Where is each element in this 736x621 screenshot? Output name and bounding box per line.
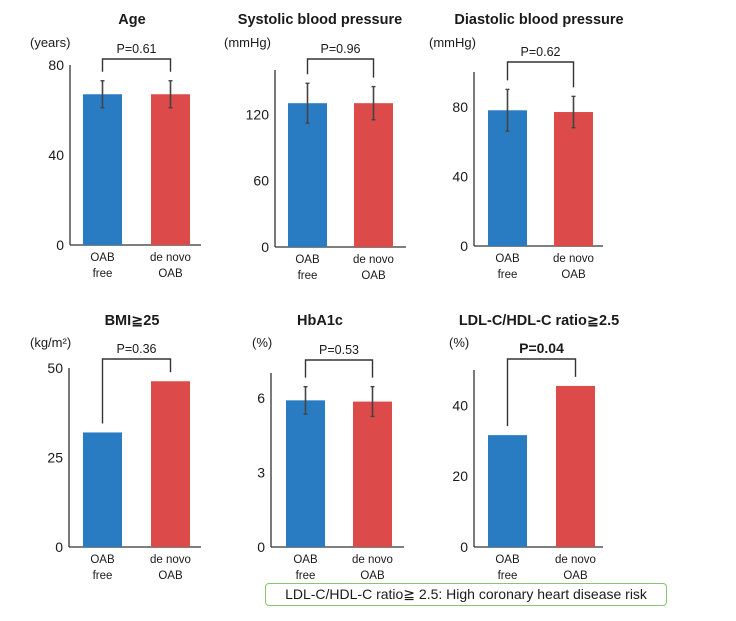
- chart-title: BMI≧25: [105, 313, 160, 329]
- chart-title: LDL-C/HDL-C ratio≧2.5: [459, 313, 619, 329]
- y-tick-label: 6: [257, 390, 265, 406]
- bar-oab-free: [288, 103, 327, 247]
- x-tick-label: de novo: [150, 554, 191, 566]
- y-tick-label: 0: [56, 237, 64, 253]
- y-tick-label: 0: [55, 539, 63, 555]
- x-tick-label: OAB: [293, 554, 318, 566]
- bar-oab-free: [488, 435, 527, 547]
- y-tick-label: 50: [47, 360, 63, 376]
- bar-oab-free: [83, 432, 122, 547]
- bar-de-novo-oab: [354, 103, 393, 247]
- x-tick-label: OAB: [360, 570, 385, 582]
- y-tick-label: 60: [253, 173, 269, 189]
- y-axis-unit-label: (%): [252, 335, 272, 350]
- significance-bracket: [306, 58, 375, 78]
- bar-oab-free: [286, 400, 325, 547]
- p-value-label: P=0.04: [519, 340, 564, 356]
- chart-title: Age: [118, 12, 145, 28]
- x-tick-label: OAB: [495, 253, 520, 265]
- significance-bracket: [101, 358, 172, 424]
- x-tick-label: de novo: [150, 252, 191, 264]
- x-tick-label: de novo: [555, 554, 596, 566]
- p-value-label: P=0.62: [521, 45, 561, 59]
- x-tick-label: free: [93, 268, 113, 280]
- chart-panel-5: HbA1c (%) 0 3 6 OAB free de novo OAB P=0.53: [252, 313, 404, 582]
- y-tick-label: 40: [452, 168, 468, 184]
- x-tick-label: free: [296, 570, 316, 582]
- risk-note: LDL-C/HDL-C ratio≧ 2.5: High coronary he…: [265, 583, 667, 606]
- y-tick-label: 120: [246, 106, 270, 122]
- bar-de-novo-oab: [556, 385, 595, 547]
- y-axis-unit-label: (years): [30, 35, 70, 50]
- y-tick-label: 25: [47, 450, 63, 466]
- x-tick-label: free: [498, 570, 518, 582]
- x-tick-label: de novo: [353, 254, 394, 266]
- x-tick-label: free: [93, 570, 113, 582]
- x-tick-label: de novo: [352, 554, 393, 566]
- x-tick-label: OAB: [158, 570, 183, 582]
- significance-bracket: [506, 61, 575, 88]
- x-tick-label: OAB: [90, 554, 115, 566]
- x-tick-label: OAB: [361, 270, 386, 282]
- bar-oab-free: [488, 110, 527, 246]
- chart-title: Diastolic blood pressure: [454, 12, 623, 28]
- chart-panel-3: Diastolic blood pressure (mmHg) 0 40 80 OAB fr…: [429, 12, 624, 281]
- p-value-label: P=0.61: [117, 42, 157, 56]
- y-tick-label: 20: [452, 468, 468, 484]
- x-tick-label: OAB: [90, 252, 115, 264]
- y-tick-label: 40: [48, 147, 64, 163]
- x-tick-label: de novo: [553, 253, 594, 265]
- y-tick-label: 0: [257, 539, 265, 555]
- x-tick-label: OAB: [495, 554, 520, 566]
- y-tick-label: 80: [48, 57, 64, 73]
- significance-bracket: [304, 359, 374, 378]
- p-value-label: P=0.53: [319, 343, 359, 357]
- significance-bracket: [101, 58, 172, 72]
- x-tick-label: OAB: [561, 269, 586, 281]
- y-axis-unit-label: (kg/m²): [30, 335, 71, 350]
- x-tick-label: free: [298, 270, 318, 282]
- chart-panel-6: LDL-C/HDL-C ratio≧2.5 (%) 0 20 40 OAB free de n…: [449, 313, 619, 582]
- bar-de-novo-oab: [151, 381, 190, 547]
- chart-panel-4: BMI≧25 (kg/m²) 0 25 50 OAB free de novo OAB P=0.3…: [30, 313, 201, 582]
- y-tick-label: 0: [460, 539, 468, 555]
- x-tick-label: OAB: [563, 570, 588, 582]
- p-value-label: P=0.36: [117, 342, 157, 356]
- bar-de-novo-oab: [554, 112, 593, 247]
- bar-oab-free: [83, 94, 122, 245]
- chart-panel-2: Systolic blood pressure (mmHg) 0 60 120 OAB fr…: [224, 12, 406, 282]
- y-tick-label: 0: [460, 238, 468, 254]
- y-tick-label: 40: [452, 397, 468, 413]
- bar-de-novo-oab: [353, 401, 392, 547]
- y-axis-unit-label: (mmHg): [224, 35, 271, 50]
- x-tick-label: free: [498, 269, 518, 281]
- significance-bracket: [506, 358, 577, 427]
- y-axis-unit-label: (%): [449, 335, 469, 350]
- y-tick-label: 3: [257, 464, 265, 480]
- bar-de-novo-oab: [151, 94, 190, 245]
- y-axis-unit-label: (mmHg): [429, 35, 476, 50]
- chart-panel-1: Age (years) 0 40 80 OAB free de novo OAB P=0.61: [30, 12, 201, 280]
- x-tick-label: OAB: [295, 254, 320, 266]
- chart-title: HbA1c: [297, 313, 343, 329]
- y-tick-label: 0: [261, 239, 269, 255]
- p-value-label: P=0.96: [321, 42, 361, 56]
- chart-title: Systolic blood pressure: [238, 12, 402, 28]
- y-tick-label: 80: [452, 99, 468, 115]
- x-tick-label: OAB: [158, 268, 183, 280]
